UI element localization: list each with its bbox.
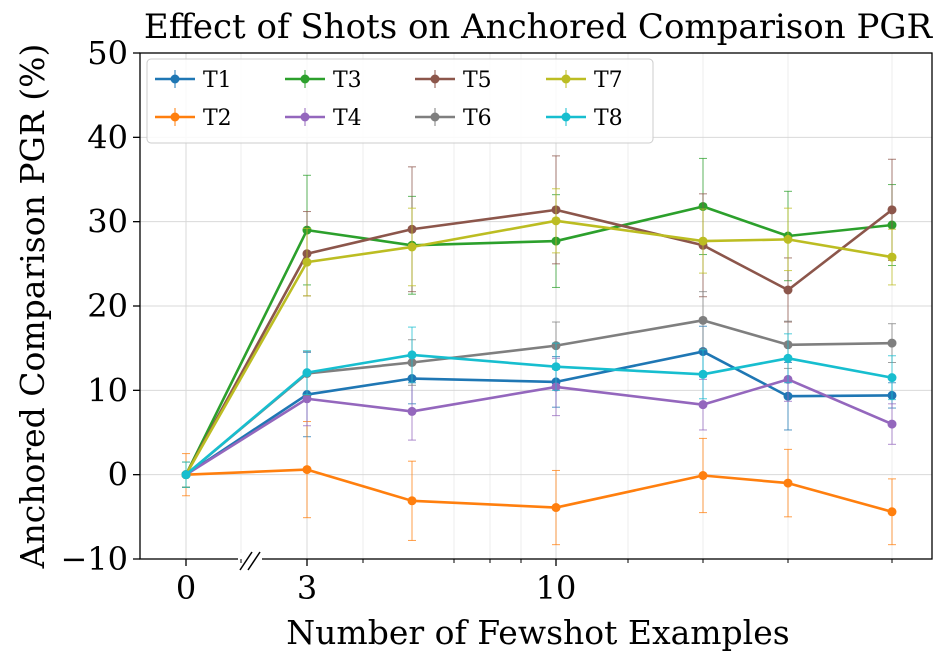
data-point [887, 373, 897, 383]
data-point [302, 394, 312, 404]
legend-item: T7 [546, 68, 623, 93]
legend-label: T3 [333, 68, 362, 93]
data-point [783, 285, 793, 295]
legend-label: T1 [203, 68, 232, 93]
legend-swatch-marker [170, 112, 180, 122]
legend: T1 T2 T3 T4 T5 T6 T7 T8 [146, 58, 654, 144]
legend-item: T1 [155, 68, 232, 93]
legend-label: T5 [463, 68, 492, 93]
series-line [185, 350, 893, 476]
data-point [698, 236, 708, 246]
data-point [302, 368, 312, 378]
series-line [185, 468, 893, 514]
x-axis-label: Number of Fewshot Examples [286, 613, 789, 652]
legend-swatch-marker [430, 74, 440, 84]
data-point [302, 257, 312, 267]
y-tick-label: 50 [87, 34, 128, 72]
legend-item: T6 [415, 106, 492, 131]
data-point [887, 338, 897, 348]
legend-label: T6 [463, 106, 492, 131]
y-tick-label: 10 [87, 371, 128, 409]
legend-swatch-marker [561, 74, 571, 84]
y-tick-label: 20 [87, 287, 128, 325]
data-point [181, 470, 191, 480]
legend-swatch-marker [430, 112, 440, 122]
data-point [551, 216, 561, 226]
legend-item: T4 [285, 106, 362, 131]
data-point [698, 315, 708, 325]
legend-item: T3 [285, 68, 362, 93]
legend-swatch-marker [170, 74, 180, 84]
y-tick-label: 30 [87, 203, 128, 241]
data-point [698, 400, 708, 410]
legend-label: T4 [333, 106, 362, 131]
data-point [783, 353, 793, 363]
data-point [551, 503, 561, 513]
x-tick-label: 10 [536, 569, 577, 607]
legend-swatch-marker [300, 74, 310, 84]
series-t8 [181, 326, 897, 488]
data-point [551, 362, 561, 372]
y-tick-label: −10 [60, 540, 128, 578]
legend-label: T7 [594, 68, 623, 93]
y-tick-label: 0 [108, 456, 128, 494]
x-tick-label: 3 [297, 569, 317, 607]
data-point [407, 406, 417, 416]
y-axis-label: Anchored Comparison PGR (%) [13, 44, 52, 570]
y-axis: −10 0 10 20 30 40 50 [60, 34, 140, 578]
data-point [698, 471, 708, 481]
data-point [407, 350, 417, 360]
data-point [887, 507, 897, 517]
legend-item: T8 [546, 106, 623, 131]
data-point [887, 419, 897, 429]
data-point [783, 478, 793, 488]
series-t1 [181, 325, 897, 488]
data-point [407, 496, 417, 506]
data-point [407, 242, 417, 252]
series-t2 [181, 421, 897, 546]
x-tick-label: 0 [176, 569, 196, 607]
x-axis: 0 3 10 [176, 559, 893, 607]
series-layer [181, 155, 897, 546]
data-point [698, 369, 708, 379]
legend-item: T2 [155, 106, 232, 131]
legend-swatch-marker [561, 112, 571, 122]
legend-frame [146, 58, 654, 144]
legend-swatch-marker [300, 112, 310, 122]
chart-title: Effect of Shots on Anchored Comparison P… [144, 7, 934, 47]
series-line [184, 205, 893, 476]
data-point [887, 205, 897, 215]
legend-label: T8 [594, 106, 623, 131]
series-t4 [181, 356, 897, 488]
y-tick-label: 40 [87, 118, 128, 156]
data-point [887, 252, 897, 262]
legend-label: T2 [203, 106, 232, 131]
data-point [302, 465, 312, 475]
axis-break-mark [238, 551, 262, 571]
data-point [783, 234, 793, 244]
series-line [185, 353, 893, 476]
legend-item: T5 [415, 68, 492, 93]
